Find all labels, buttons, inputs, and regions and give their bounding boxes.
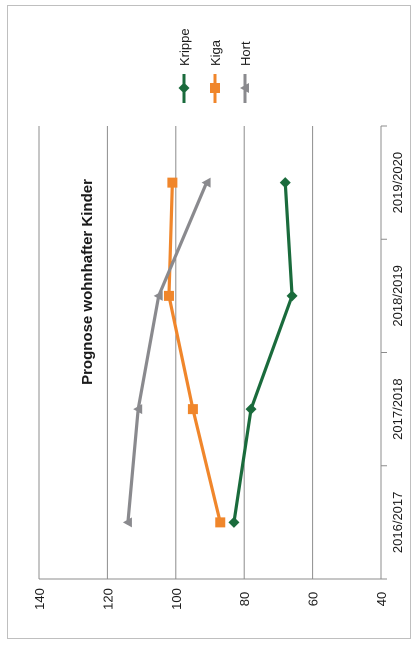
value-tick-label: 40 <box>374 592 389 606</box>
legend-label-kiga: Kiga <box>208 39 223 66</box>
category-tick-label: 2017/2018 <box>390 378 405 439</box>
series-line-krippe <box>232 182 294 523</box>
data-point-hort <box>153 290 163 301</box>
gridlines <box>38 126 314 579</box>
category-tick-label: 2019/2020 <box>390 152 405 213</box>
legend-label-krippe: Krippe <box>177 28 192 66</box>
category-tick-label: 2018/2019 <box>390 265 405 326</box>
series-line-kiga <box>167 182 222 523</box>
data-point-krippe <box>228 516 240 528</box>
data-point-krippe <box>286 290 298 302</box>
axes <box>39 125 387 580</box>
legend-marker-hort <box>240 83 249 93</box>
data-point-kiga <box>167 177 178 188</box>
data-point-kiga <box>163 290 174 301</box>
value-tick-label: 80 <box>237 592 252 606</box>
value-tick-label: 60 <box>306 592 321 606</box>
value-tick-label: 100 <box>169 588 184 610</box>
data-point-hort <box>133 404 143 415</box>
legend-label-hort: Hort <box>238 41 253 66</box>
legend: Krippe Kiga Hort <box>177 28 253 103</box>
legend-marker-krippe <box>178 82 190 94</box>
series-lines <box>122 177 298 528</box>
data-point-kiga <box>215 517 226 528</box>
value-tick-label: 120 <box>100 588 115 610</box>
labels: Prognose wohnhafter Kinder 40 60 80 100 120 1… <box>32 152 405 610</box>
value-tick-label: 140 <box>32 588 47 610</box>
category-tick-label: 2016/2017 <box>390 492 405 553</box>
data-point-hort <box>201 177 211 188</box>
chart-title: Prognose wohnhafter Kinder <box>79 179 96 385</box>
chart-frame <box>7 5 411 639</box>
data-point-kiga <box>187 404 198 415</box>
legend-marker-kiga <box>210 83 220 93</box>
data-point-krippe <box>279 177 291 189</box>
data-point-krippe <box>245 403 257 415</box>
data-point-hort <box>122 517 132 528</box>
series-line-hort <box>126 182 209 523</box>
